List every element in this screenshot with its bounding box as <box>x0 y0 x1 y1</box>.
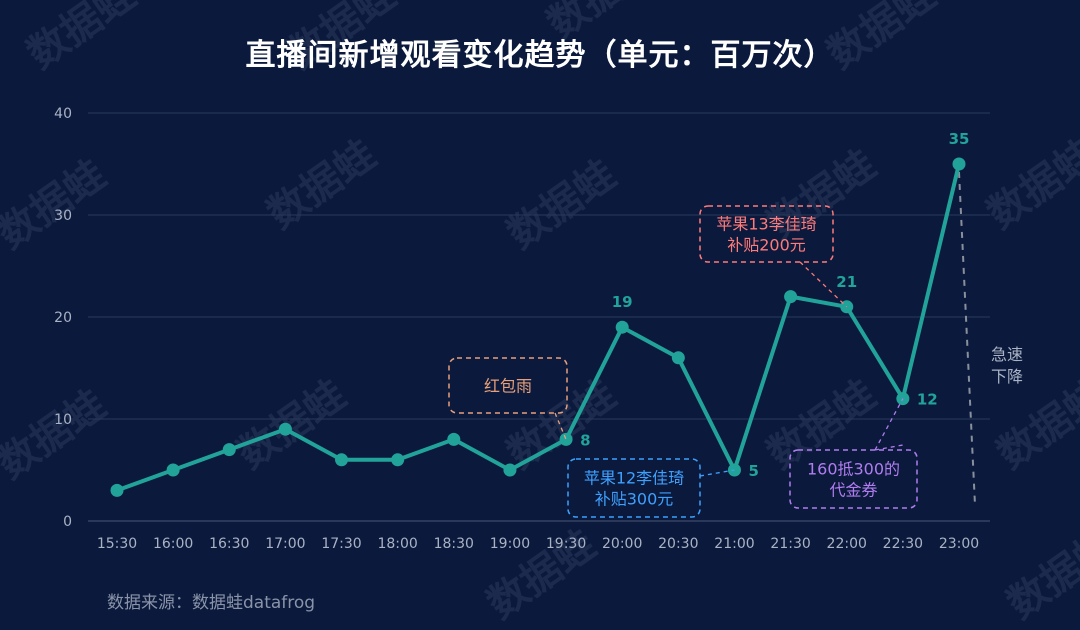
annotation-text: 代金券 <box>829 481 877 500</box>
data-point <box>784 290 798 304</box>
annotation-text: 苹果13李佳琦 <box>716 215 816 234</box>
annotation-leader <box>874 398 904 451</box>
drop-dashed-line <box>958 171 976 506</box>
x-tick-label: 16:00 <box>153 536 193 552</box>
annotation-box <box>699 205 834 263</box>
watermark: 数据蛙 <box>989 372 1080 479</box>
annotation-box <box>448 357 568 414</box>
x-tick-label: 22:30 <box>883 536 923 552</box>
annotation-box <box>789 449 918 509</box>
y-tick-label: 40 <box>54 106 72 122</box>
data-label: 21 <box>836 273 857 291</box>
x-tick-label: 22:00 <box>827 536 867 552</box>
chart-title: 直播间新增观看变化趋势（单元：百万次） <box>245 38 835 73</box>
x-tick-label: 15:30 <box>97 536 137 552</box>
data-point <box>166 463 180 477</box>
x-tick-label: 19:00 <box>490 536 530 552</box>
x-tick-label: 17:30 <box>321 536 361 552</box>
watermark: 数据蛙 <box>259 132 384 239</box>
watermark: 数据蛙 <box>229 372 354 479</box>
watermark: 数据蛙 <box>499 152 624 259</box>
x-tick-label: 17:00 <box>265 536 305 552</box>
data-point <box>110 483 124 497</box>
data-label: 19 <box>612 293 633 311</box>
data-point <box>559 432 573 446</box>
annotation-box <box>567 458 701 518</box>
annotation-text: 红包雨 <box>484 377 532 396</box>
drop-note-label: 下降 <box>991 367 1023 386</box>
annotation-leader <box>799 261 848 308</box>
y-tick-label: 10 <box>54 412 72 428</box>
data-point <box>447 432 461 446</box>
x-tick-label: 20:00 <box>602 536 642 552</box>
y-tick-label: 30 <box>54 208 72 224</box>
watermark: 数据蛙 <box>979 132 1080 239</box>
data-label: 5 <box>748 462 758 480</box>
x-tick-label: 16:30 <box>209 536 249 552</box>
data-point <box>952 157 966 171</box>
series-line <box>116 163 961 493</box>
annotation-leader <box>699 469 735 477</box>
annotation-text: 补贴200元 <box>727 236 806 255</box>
data-point <box>391 453 405 467</box>
x-tick-label: 18:30 <box>434 536 474 552</box>
x-tick-label: 20:30 <box>658 536 698 552</box>
data-label: 12 <box>917 391 938 409</box>
y-tick-label: 20 <box>54 310 72 326</box>
data-point <box>222 443 236 457</box>
annotation-text: 苹果12李佳琦 <box>584 469 684 488</box>
x-tick-label: 19:30 <box>546 536 586 552</box>
data-source: 数据来源：数据蛙datafrog <box>107 593 316 613</box>
x-tick-label: 21:00 <box>714 536 754 552</box>
drop-note-label: 急速 <box>991 345 1023 364</box>
watermark: 数据蛙 <box>0 382 114 489</box>
x-tick-label: 21:30 <box>770 536 810 552</box>
annotation-text: 160抵300的 <box>807 460 900 479</box>
data-point <box>335 453 349 467</box>
y-tick-label: 0 <box>63 514 72 530</box>
x-tick-label: 18:00 <box>377 536 417 552</box>
data-point <box>503 463 517 477</box>
data-label: 35 <box>949 130 970 148</box>
data-label: 8 <box>580 431 590 449</box>
data-point <box>278 422 292 436</box>
watermark: 数据蛙 <box>999 522 1080 629</box>
data-point <box>615 320 629 334</box>
annotation-text: 补贴300元 <box>595 490 674 509</box>
x-tick-label: 23:00 <box>939 536 979 552</box>
watermark: 数据蛙 <box>0 152 114 259</box>
data-point <box>671 351 685 365</box>
